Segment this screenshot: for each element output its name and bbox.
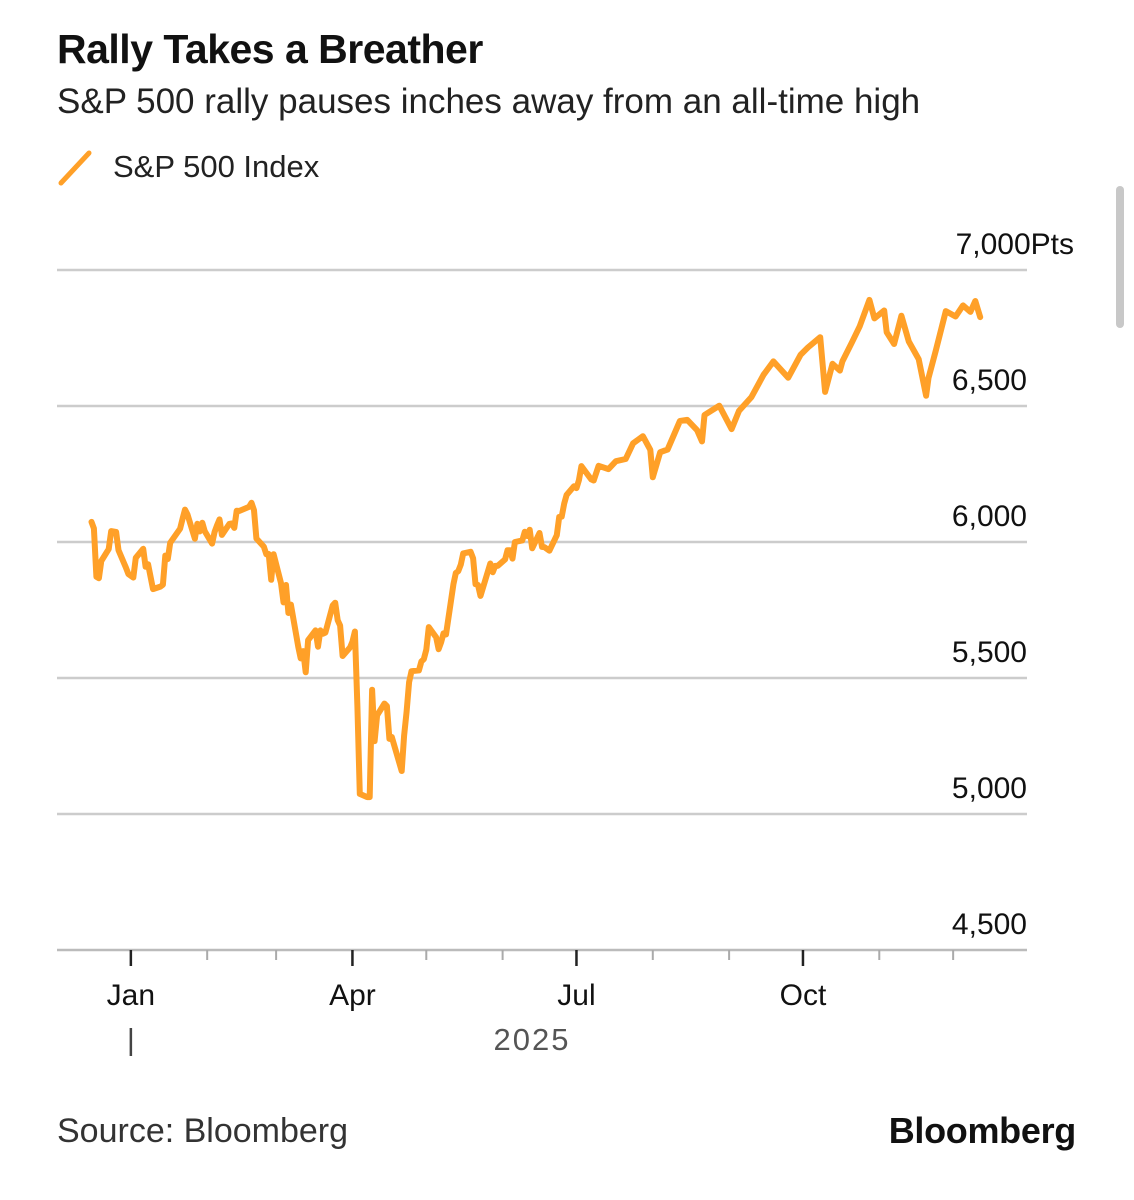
y-axis-labels: 4,500 5,000 5,500 6,000 6,500 7,000Pts [952, 228, 1074, 941]
y-tick-label-5000: 5,000 [952, 772, 1027, 805]
legend-label: S&P 500 Index [113, 149, 320, 184]
y-tick-label-5500: 5,500 [952, 636, 1027, 669]
source-note: Source: Bloomberg [57, 1112, 349, 1150]
series-line-sp500 [88, 296, 984, 801]
scrollbar[interactable] [1116, 186, 1124, 328]
chart-legend: S&P 500 Index [57, 145, 319, 189]
x-tick-label-jul: Jul [557, 979, 595, 1012]
y-tick-label-6000: 6,000 [952, 500, 1027, 533]
x-tick-label-jan: Jan [107, 979, 155, 1012]
x-tick-label-apr: Apr [329, 979, 376, 1012]
x-year-label: 2025 [494, 1022, 571, 1057]
line-chart: 4,500 5,000 5,500 6,000 6,500 7,000Pts Jan Apr… [57, 228, 1074, 1057]
y-tick-label-6500: 6,500 [952, 364, 1027, 397]
x-axis: Jan Apr Jul Oct 2025 [57, 948, 1027, 1057]
chart-title: Rally Takes a Breather [57, 26, 483, 72]
chart-subtitle: S&P 500 rally pauses inches away from an… [57, 82, 921, 121]
x-tick-label-oct: Oct [780, 979, 827, 1012]
y-tick-label-7000: 7,000Pts [956, 228, 1074, 261]
legend-swatch [58, 150, 92, 186]
y-tick-label-4500: 4,500 [952, 908, 1027, 941]
brand-logo: Bloomberg [888, 1110, 1077, 1151]
